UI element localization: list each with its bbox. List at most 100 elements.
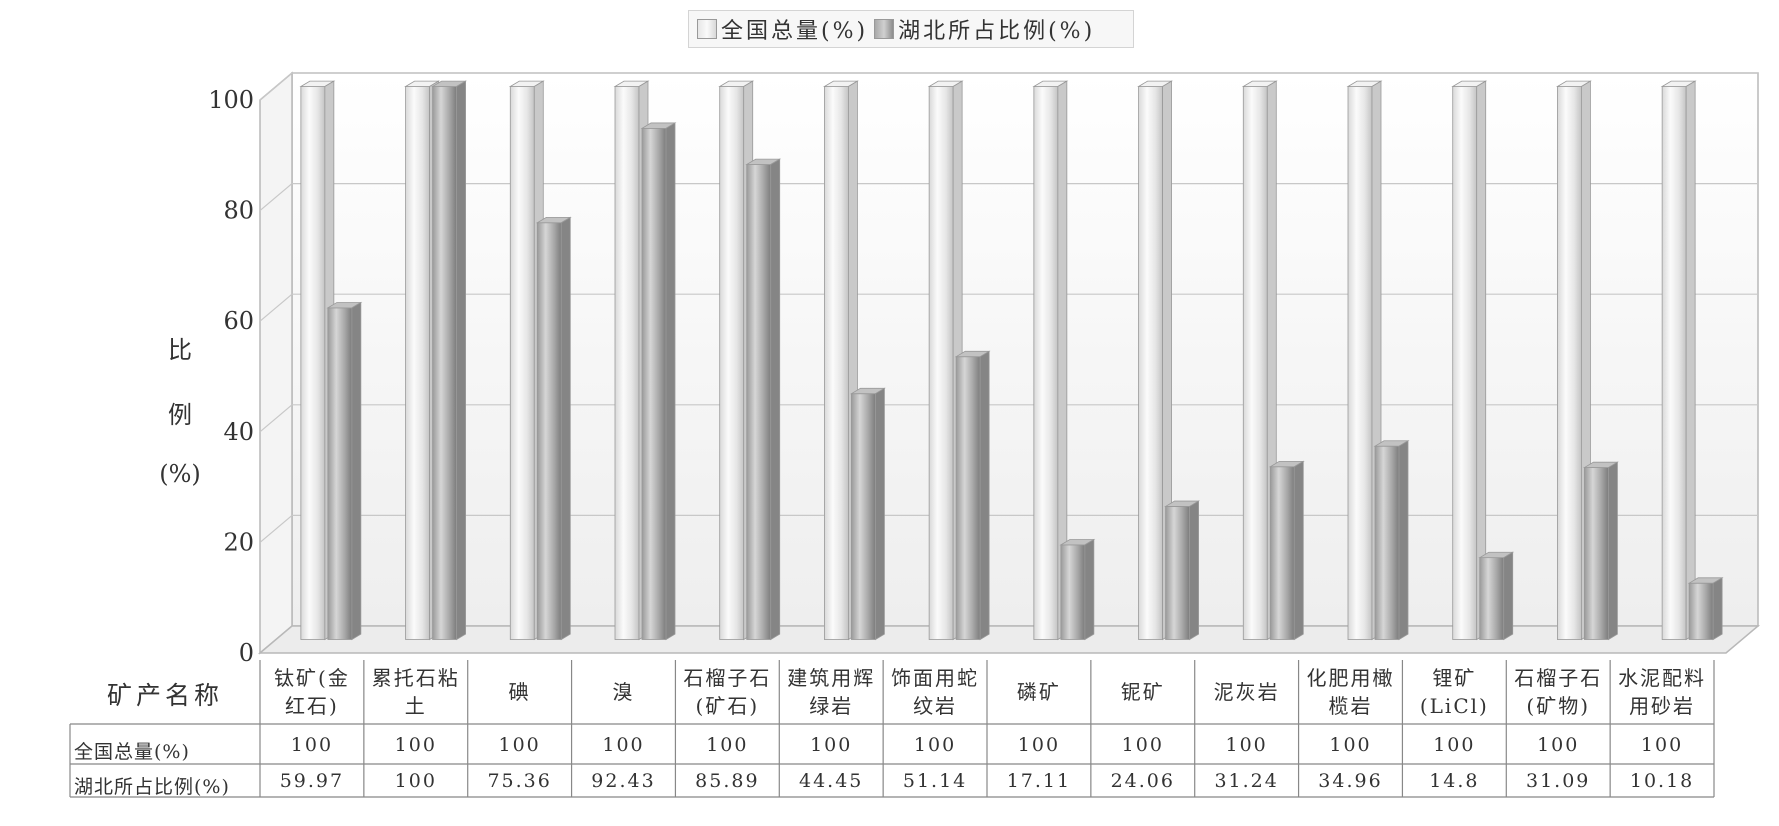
y-tick-label: 80	[223, 197, 254, 225]
bar-hubei	[745, 158, 782, 641]
category-label-line: 铌矿	[1120, 680, 1165, 704]
category-label-line: 化肥用橄	[1306, 666, 1395, 690]
category-label: 累托石粘土	[364, 664, 468, 720]
category-label-line: (矿物)	[1526, 694, 1590, 718]
table-value-national: 100	[706, 734, 749, 756]
category-label-line: 建筑用辉	[787, 666, 876, 690]
legend-swatch-national	[697, 19, 717, 39]
bar-national	[822, 80, 859, 641]
bar-hubei	[1164, 500, 1201, 641]
bar-hubei	[535, 216, 572, 641]
category-label: 建筑用辉 绿岩	[779, 664, 883, 720]
bars	[299, 80, 1724, 641]
bar-face	[1688, 582, 1714, 640]
category-label-line: (矿石)	[695, 694, 760, 718]
data-table-lines	[69, 660, 1715, 798]
category-label-line: 榄岩	[1328, 694, 1373, 718]
category-label-line: 纹岩	[913, 694, 958, 718]
bar-face	[536, 222, 562, 640]
bar-side	[1685, 80, 1696, 641]
bar-face	[1584, 467, 1609, 640]
y-tick-label: 0	[239, 639, 254, 667]
gridline-side	[259, 183, 293, 212]
bar-side	[1398, 440, 1409, 641]
category-label: 碘	[468, 678, 572, 706]
category-label: 泥灰岩	[1195, 678, 1299, 706]
table-value-hubei: 34.96	[1318, 770, 1383, 792]
bar-face	[432, 86, 457, 640]
bar-side	[1712, 577, 1723, 641]
table-value-hubei: 44.45	[799, 770, 864, 792]
bar-face	[1452, 86, 1478, 640]
bar-national	[1137, 80, 1174, 641]
category-label-line: 溴	[612, 680, 635, 704]
table-value-hubei: 14.8	[1429, 770, 1480, 792]
table-row-label-national: 全国总量(%)	[74, 741, 190, 763]
table-value-national: 100	[1329, 734, 1372, 756]
table-value-hubei: 10.18	[1629, 770, 1695, 792]
bar-side	[770, 158, 781, 641]
bar-national	[1555, 80, 1592, 641]
bar-face	[300, 86, 326, 640]
category-label: 石榴子石 (矿石)	[675, 664, 779, 720]
category-label-line: 饰面用蛇	[891, 666, 980, 690]
bar-face	[1165, 506, 1190, 640]
bar-hubei	[1582, 461, 1619, 641]
table-value-hubei: 92.43	[591, 770, 656, 792]
category-label: 水泥配料 用砂岩	[1610, 664, 1714, 720]
category-label-line: (LiCl)	[1419, 694, 1489, 718]
bar-hubei	[431, 80, 468, 641]
bar-hubei	[1687, 577, 1724, 641]
bar-face	[1374, 445, 1400, 640]
category-label-line: 水泥配料	[1618, 666, 1707, 690]
legend-swatch-hubei	[874, 19, 895, 39]
bar-hubei	[954, 350, 991, 641]
legend-label-hubei: 湖北所占比例(%)	[898, 19, 1096, 44]
bar-national	[299, 80, 336, 641]
bar-side	[560, 216, 571, 641]
category-label-line: 锂矿	[1432, 666, 1477, 690]
bar-hubei	[326, 301, 363, 641]
bar-face	[955, 356, 981, 640]
gridline-side	[259, 404, 293, 433]
bar-side	[351, 301, 362, 641]
y-axis-label-char: 例	[168, 401, 192, 429]
bar-side	[875, 387, 885, 641]
table-value-national: 100	[394, 734, 437, 756]
bar-face	[1557, 86, 1582, 640]
bar-side	[979, 350, 990, 641]
bar-face	[1347, 86, 1373, 640]
bar-face	[1033, 86, 1059, 640]
category-label-line: 红石)	[285, 694, 339, 718]
bar-face	[1060, 544, 1086, 640]
bar-side	[1503, 551, 1514, 641]
category-label-line: 钛矿(金	[274, 666, 350, 690]
table-value-national: 100	[1640, 734, 1684, 756]
bar-hubei	[1268, 460, 1305, 641]
table-value-hubei: 100	[394, 770, 437, 792]
table-value-national: 100	[290, 734, 334, 756]
category-label: 石榴子石 (矿物)	[1506, 664, 1610, 720]
bar-face	[405, 86, 430, 640]
table-value-national: 100	[1121, 734, 1164, 756]
table-value-hubei: 31.24	[1214, 770, 1279, 792]
table-value-hubei: 85.89	[695, 770, 760, 792]
legend-item-hubei: 湖北所占比例(%)	[874, 13, 1095, 45]
table-value-national: 100	[1433, 734, 1476, 756]
gridline-side	[259, 72, 293, 101]
y-axis-label: 比 例 (%)	[150, 330, 210, 488]
category-label: 铌矿	[1091, 678, 1195, 706]
table-value-national: 100	[1017, 734, 1061, 756]
legend-label-national: 全国总量(%)	[721, 19, 869, 44]
y-tick-label: 60	[223, 307, 254, 335]
bar-face	[1269, 466, 1295, 640]
bar-hubei	[1059, 538, 1096, 641]
y-tick-label: 100	[208, 86, 254, 114]
category-label-line: 用砂岩	[1629, 694, 1696, 718]
table-value-national: 100	[913, 734, 957, 756]
bar-national	[1660, 80, 1697, 641]
bar-national	[1451, 80, 1488, 641]
bar-face	[1661, 86, 1687, 640]
category-label: 饰面用蛇 纹岩	[883, 664, 987, 720]
category-label-line: 石榴子石	[683, 666, 772, 690]
